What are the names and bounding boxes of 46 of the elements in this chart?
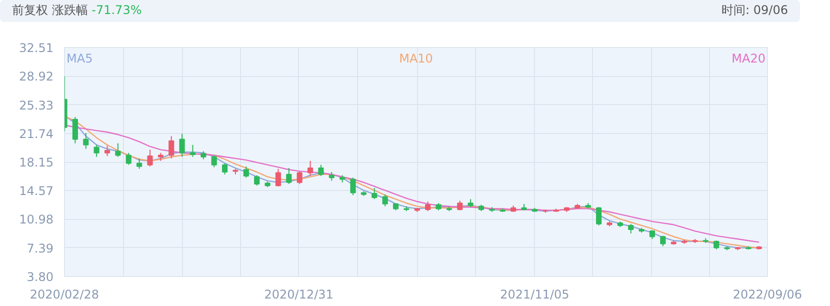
y-tick-label: 18.15 xyxy=(19,156,54,170)
x-tick-label: 2020/02/28 xyxy=(30,288,100,302)
x-tick-label: 2020/12/31 xyxy=(264,288,334,302)
candlestick xyxy=(222,162,228,175)
candlestick xyxy=(425,201,431,212)
candlestick xyxy=(126,152,132,166)
candlestick xyxy=(136,158,142,170)
candlestick xyxy=(83,132,89,150)
candlestick xyxy=(115,142,121,158)
candlestick xyxy=(168,136,174,159)
y-tick-label: 21.74 xyxy=(19,126,54,141)
candlestick xyxy=(382,194,388,207)
candlestick xyxy=(275,168,282,187)
candlestick xyxy=(307,160,314,176)
candlestick xyxy=(211,154,217,168)
y-tick-label: 25.33 xyxy=(19,98,54,112)
candlestick xyxy=(94,144,100,158)
text: MA10 xyxy=(399,52,433,66)
candlestick xyxy=(254,174,260,186)
text: -71.73% xyxy=(92,3,142,18)
candlestick xyxy=(457,200,463,211)
y-tick-label: 7.39 xyxy=(26,241,54,256)
y-tick-label: 3.80 xyxy=(26,270,54,284)
x-tick-label: 2021/11/05 xyxy=(500,288,570,302)
text: 前复权 涨跌幅 xyxy=(12,3,88,18)
candlestick xyxy=(243,166,249,178)
candlestick xyxy=(318,164,324,176)
text: MA20 xyxy=(732,52,766,66)
candlestick xyxy=(104,145,110,157)
y-tick-label: 14.57 xyxy=(19,184,54,198)
candlestick xyxy=(147,149,153,167)
y-tick-label: 10.98 xyxy=(19,212,54,227)
y-tick-label: 32.51 xyxy=(19,41,54,55)
text: MA5 xyxy=(66,52,93,66)
text: 时间: 09/06 xyxy=(722,2,788,20)
candlestick xyxy=(286,168,292,184)
candlestick xyxy=(190,144,196,158)
candlestick xyxy=(372,187,378,200)
candlestick xyxy=(628,223,634,234)
candlestick xyxy=(596,206,602,226)
y-tick-label: 28.92 xyxy=(19,70,54,84)
candlestick xyxy=(350,177,356,196)
candlestick xyxy=(179,133,185,158)
candlestick xyxy=(72,116,78,144)
x-tick-label: 2022/09/06 xyxy=(732,288,802,302)
candlestick xyxy=(296,170,302,184)
